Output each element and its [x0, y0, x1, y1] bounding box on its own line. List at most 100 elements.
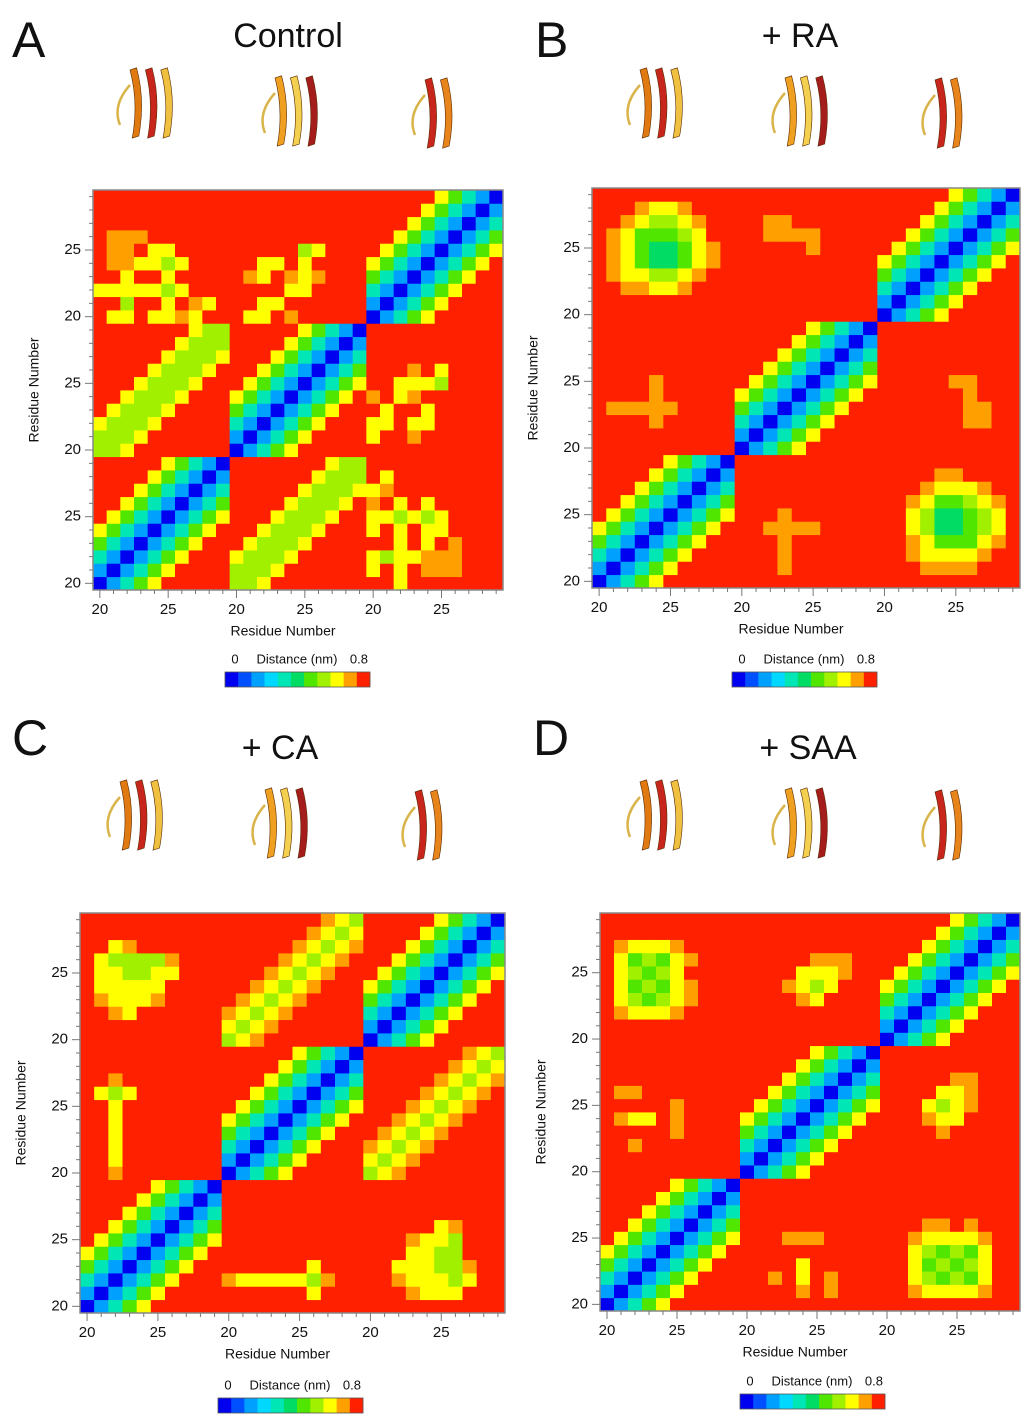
heatmap-cell	[435, 270, 449, 284]
heatmap-cell	[906, 255, 921, 269]
x-tick-label: 25	[662, 599, 679, 616]
heatmap-cell	[920, 468, 935, 482]
heatmap-cell	[321, 1286, 336, 1300]
heatmap-cell	[406, 926, 421, 940]
heatmap-cell	[720, 508, 735, 522]
heatmap-cell	[1006, 1032, 1020, 1046]
colorbar-swatch	[845, 1394, 858, 1409]
heatmap-cell	[137, 1033, 152, 1047]
heatmap-cell	[606, 375, 621, 389]
heatmap-cell	[880, 1178, 894, 1192]
heatmap-cell	[894, 1245, 908, 1259]
heatmap-cell	[108, 1220, 123, 1234]
heatmap-cell	[936, 1298, 950, 1312]
beta-strand	[935, 790, 947, 860]
heatmap-cell	[293, 913, 308, 927]
heatmap-cell	[920, 375, 935, 389]
heatmap-cell	[307, 1286, 322, 1300]
heatmap-cell	[165, 1033, 180, 1047]
heatmap-cell	[462, 577, 476, 591]
heatmap-cell	[782, 979, 796, 993]
heatmap-cell	[663, 495, 678, 509]
heatmap-cell	[978, 1284, 992, 1298]
heatmap-cell	[476, 230, 490, 244]
heatmap-cell	[749, 535, 764, 549]
heatmap-cell	[349, 1180, 364, 1194]
heatmap-cell	[908, 1258, 922, 1272]
heatmap-cell	[949, 388, 964, 402]
heatmap-cell	[366, 563, 380, 577]
heatmap-cell	[698, 1046, 712, 1060]
heatmap-cell	[726, 1192, 740, 1206]
heatmap-cell	[257, 203, 271, 217]
heatmap-cell	[349, 913, 364, 927]
heatmap-cell	[463, 1140, 478, 1154]
heatmap-cell	[366, 323, 380, 337]
heatmap-cell	[278, 1153, 293, 1167]
heatmap-cell	[614, 1245, 628, 1259]
heatmap-cell	[698, 1218, 712, 1232]
heatmap-cell	[606, 321, 621, 335]
heatmap-cell	[880, 913, 894, 927]
heatmap-cell	[642, 1205, 656, 1219]
heatmap-cell	[407, 577, 421, 591]
heatmap-cell	[216, 350, 230, 364]
heatmap-cell	[663, 241, 678, 255]
heatmap-cell	[462, 283, 476, 297]
heatmap-cell	[392, 1180, 407, 1194]
heatmap-cell	[866, 1178, 880, 1192]
heatmap-cell	[123, 1086, 138, 1100]
heatmap-cell	[894, 953, 908, 967]
heatmap-cell	[151, 1113, 166, 1127]
heatmap-cell	[950, 1085, 964, 1099]
heatmap-cell	[175, 310, 189, 324]
x-tick-label: 20	[879, 1322, 896, 1339]
heatmap-cell	[894, 926, 908, 940]
heatmap-cell	[236, 1180, 251, 1194]
heatmap-cell	[706, 361, 721, 375]
heatmap-cell	[339, 417, 353, 431]
heatmap-cell	[894, 1298, 908, 1312]
heatmap-cell	[394, 310, 408, 324]
heatmap-cell	[692, 188, 707, 202]
heatmap-cell	[810, 1205, 824, 1219]
heatmap-cell	[792, 548, 807, 562]
heatmap-cell	[592, 228, 607, 242]
heatmap-cell	[108, 1300, 123, 1314]
heatmap-cell	[421, 283, 435, 297]
heatmap-cell	[151, 1073, 166, 1087]
heatmap-cell	[642, 1165, 656, 1179]
heatmap-cell	[684, 1152, 698, 1166]
y-tick-label: 20	[571, 1163, 588, 1180]
heatmap-cell	[462, 550, 476, 564]
heatmap-cell	[325, 577, 339, 591]
heatmap-cell	[712, 966, 726, 980]
heatmap-cell	[407, 270, 421, 284]
heatmap-cell	[321, 913, 336, 927]
heatmap-cell	[378, 913, 393, 927]
heatmap-cell	[243, 337, 257, 351]
heatmap-cell	[692, 255, 707, 269]
heatmap-cell	[179, 1300, 194, 1314]
heatmap-cell	[852, 1231, 866, 1245]
heatmap-cell	[366, 443, 380, 457]
heatmap-cell	[949, 241, 964, 255]
heatmap-cell	[977, 481, 992, 495]
heatmap-cell	[435, 403, 449, 417]
colorbar-swatch	[265, 672, 278, 687]
heatmap-cell	[407, 497, 421, 511]
heatmap-cell	[934, 335, 949, 349]
heatmap-cell	[621, 215, 636, 229]
heatmap-cell	[421, 350, 435, 364]
heatmap-cell	[420, 1140, 435, 1154]
heatmap-cell	[600, 953, 614, 967]
heatmap-cell	[462, 230, 476, 244]
heatmap-cell	[936, 1192, 950, 1206]
heatmap-cell	[257, 510, 271, 524]
heatmap-cell	[992, 1205, 1006, 1219]
heatmap-cell	[349, 1286, 364, 1300]
heatmap-cell	[991, 348, 1006, 362]
heatmap-cell	[349, 1033, 364, 1047]
heatmap-cell	[307, 1020, 322, 1034]
y-tick-label: 25	[571, 964, 588, 981]
